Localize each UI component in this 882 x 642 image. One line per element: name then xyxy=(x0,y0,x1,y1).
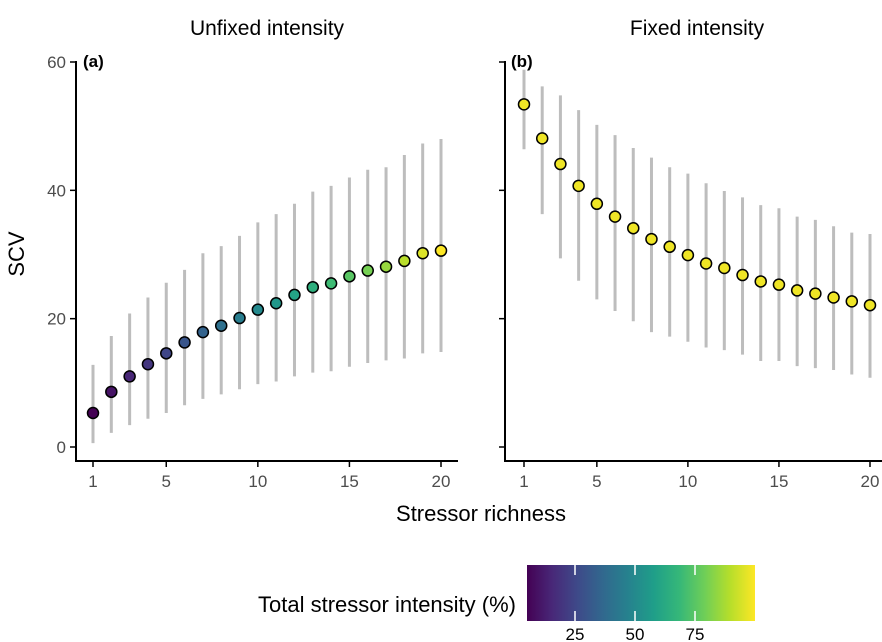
panel-b-point-14 xyxy=(754,275,767,288)
panel-a-point-15 xyxy=(343,270,356,283)
panel-b-point-8 xyxy=(645,232,658,246)
panel-a-point-7 xyxy=(196,325,210,339)
panel-b-point-1 xyxy=(517,98,531,111)
panel-b-point-13 xyxy=(736,268,749,282)
panel-b-xtick-label-20: 20 xyxy=(861,472,880,491)
panel-b-point-12 xyxy=(718,261,731,275)
panel-a-point-20 xyxy=(434,244,448,257)
panel-b-marks xyxy=(517,69,877,378)
panel-a-ytick-label-60: 60 xyxy=(47,53,66,72)
panel-b-point-9 xyxy=(663,240,676,254)
panel-a-point-8 xyxy=(214,319,228,332)
panel-a-xtick-label-1: 1 xyxy=(88,472,97,491)
legend-colorbar xyxy=(527,565,755,621)
panel-b-point-10 xyxy=(681,248,695,262)
legend-title: Total stressor intensity (%) xyxy=(258,592,516,617)
panel-a-point-13 xyxy=(306,280,320,294)
panel-a-point-3 xyxy=(123,370,136,383)
panel-b-point-7 xyxy=(627,221,640,235)
legend-ticks: 25 50 75 xyxy=(566,565,705,642)
panel-b-ticks: 1 5 10 15 20 xyxy=(499,61,880,491)
panel-b-xtick-label-1: 1 xyxy=(519,472,528,491)
panel-b: Fixed intensity (b) 1 5 10 15 20 xyxy=(499,17,882,491)
panel-a-point-1 xyxy=(86,406,100,420)
panel-a-ytick-label-20: 20 xyxy=(47,310,66,329)
panel-b-tag: (b) xyxy=(511,52,533,71)
panel-a-title: Unfixed intensity xyxy=(190,17,345,40)
legend-tick-label-75: 75 xyxy=(686,625,705,642)
panel-a-point-11 xyxy=(269,297,283,310)
panel-b-point-5 xyxy=(590,197,604,211)
panel-a-ytick-label-40: 40 xyxy=(47,181,66,200)
panel-b-title: Fixed intensity xyxy=(630,17,765,40)
legend-tick-label-50: 50 xyxy=(626,625,645,642)
panel-a-point-16 xyxy=(361,264,374,277)
panel-b-point-6 xyxy=(608,210,622,223)
legend-tick-label-25: 25 xyxy=(566,625,585,642)
panel-b-point-15 xyxy=(772,278,786,291)
panel-a-point-9 xyxy=(233,311,246,325)
panel-a-xtick-label-20: 20 xyxy=(432,472,451,491)
panel-a-marks xyxy=(86,139,448,444)
panel-a-point-14 xyxy=(324,277,338,290)
x-axis-title: Stressor richness xyxy=(396,501,566,526)
panel-b-point-16 xyxy=(790,284,804,297)
panel-b-point-2 xyxy=(535,132,549,145)
panel-a-point-18 xyxy=(398,254,411,268)
panel-b-point-3 xyxy=(554,157,567,171)
panel-b-point-17 xyxy=(809,287,822,300)
panel-b-point-20 xyxy=(863,298,877,312)
panel-a-tag: (a) xyxy=(83,52,104,71)
panel-a-xtick-label-15: 15 xyxy=(340,472,359,491)
panel-a-xtick-label-10: 10 xyxy=(248,472,267,491)
panel-b-point-11 xyxy=(699,257,713,270)
color-legend: Total stressor intensity (%) 25 50 75 xyxy=(258,565,755,642)
panel-a-point-17 xyxy=(379,260,393,273)
panel-a-point-6 xyxy=(178,336,191,349)
panel-b-point-4 xyxy=(572,179,585,193)
panel-a-point-10 xyxy=(251,303,265,316)
y-axis-title: SCV xyxy=(4,231,29,277)
panel-b-point-18 xyxy=(827,291,840,304)
panel-b-xtick-label-5: 5 xyxy=(592,472,601,491)
panel-b-xtick-label-15: 15 xyxy=(769,472,788,491)
panel-a-point-12 xyxy=(288,288,301,302)
panel-a-point-4 xyxy=(141,357,155,371)
panel-a-point-19 xyxy=(416,246,429,260)
panel-a-point-5 xyxy=(160,347,173,360)
panel-a-ytick-label-0: 0 xyxy=(57,438,66,457)
panel-b-point-19 xyxy=(845,295,859,308)
panel-a-xtick-label-5: 5 xyxy=(162,472,171,491)
panel-b-xtick-label-10: 10 xyxy=(678,472,697,491)
panel-a-point-2 xyxy=(105,385,118,399)
